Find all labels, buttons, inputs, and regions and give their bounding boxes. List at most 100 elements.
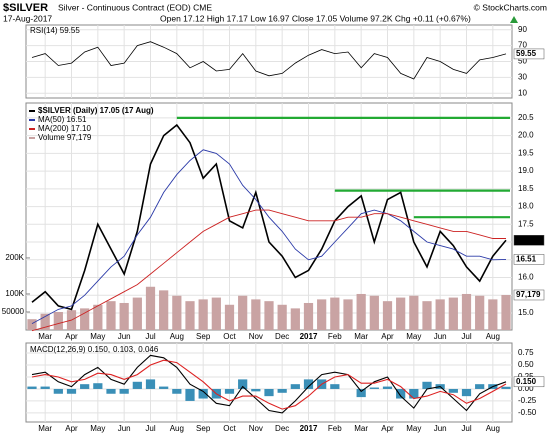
- macd-histogram-bar: [238, 379, 248, 389]
- volume-bar: [277, 304, 287, 330]
- volume-bar: [461, 293, 472, 330]
- x-tick-label: Apr: [65, 332, 78, 341]
- volume-bar: [40, 313, 50, 330]
- x-tick-label: Nov: [249, 424, 263, 433]
- volume-bar: [251, 299, 261, 330]
- y-tick-label: 19.5: [518, 148, 534, 157]
- y-tick-label: 20.5: [518, 113, 534, 122]
- y-tick-label: 18.0: [518, 202, 534, 211]
- volume-bar: [290, 308, 300, 330]
- y-tick-label: 16.0: [518, 273, 534, 282]
- macd-histogram-bar: [93, 383, 103, 389]
- macd-histogram-bar: [185, 388, 195, 401]
- volume-bar: [303, 302, 314, 330]
- volume-bar: [317, 299, 327, 330]
- volume-bar: [356, 293, 366, 330]
- macd-histogram-bar: [132, 381, 142, 389]
- title: $SILVER: [3, 2, 48, 14]
- volume-bar: [264, 301, 274, 330]
- source: © StockCharts.com: [474, 2, 547, 12]
- x-tick-label: Jul: [145, 332, 155, 341]
- volume-bar: [172, 295, 182, 330]
- volume-bar: [211, 297, 221, 330]
- macd-histogram-bar: [369, 387, 379, 389]
- volume-bar: [422, 301, 432, 330]
- macd-histogram-bar: [40, 386, 50, 389]
- x-tick-label: Mar: [354, 332, 368, 341]
- y-tick-label: 18.5: [518, 184, 534, 193]
- volume-bar: [132, 297, 142, 330]
- date: 17-Aug-2017: [3, 13, 52, 23]
- x-tick-label: Apr: [381, 424, 394, 433]
- macd-histogram-bar: [290, 384, 300, 389]
- macd-histogram-bar: [303, 379, 314, 389]
- price-line: [31, 123, 507, 311]
- value-box: [513, 254, 545, 265]
- macd-histogram-bar: [356, 388, 366, 398]
- x-tick-label: Mar: [38, 424, 52, 433]
- value-box-label: 0.150: [516, 377, 537, 386]
- x-tick-label: Apr: [381, 332, 394, 341]
- x-tick-label: Feb: [328, 332, 342, 341]
- x-tick-label: Aug: [486, 424, 500, 433]
- macd-histogram-bar: [106, 388, 116, 394]
- up-arrow: [510, 16, 518, 23]
- y-tick-label: 15.0: [518, 308, 534, 317]
- x-tick-label: May: [406, 332, 421, 341]
- x-tick-label: 2017: [300, 424, 318, 433]
- volume-bar: [475, 295, 485, 330]
- value-box-label: 17.05: [516, 235, 537, 244]
- y-tick-label: 30: [518, 72, 527, 81]
- macd-histogram-bar: [396, 388, 406, 399]
- volume-bar: [382, 301, 393, 330]
- y-tick-label: 20.0: [518, 131, 534, 140]
- x-tick-label: Dec: [275, 332, 289, 341]
- y-tick-label: 0.00: [518, 384, 534, 393]
- volume-bar: [409, 295, 419, 330]
- macd-histogram-bar: [501, 386, 511, 389]
- volume-bar: [198, 299, 208, 330]
- x-tick-label: May: [90, 332, 105, 341]
- macd-panel: [25, 342, 513, 423]
- rsi-line: [31, 41, 507, 80]
- ma-line: [31, 149, 507, 324]
- volume-bar: [185, 301, 195, 330]
- x-tick-label: Mar: [354, 424, 368, 433]
- x-tick-label: Dec: [275, 424, 289, 433]
- x-tick-label: Sep: [196, 332, 211, 341]
- x-tick-label: Jul: [461, 424, 471, 433]
- x-tick-label: Oct: [223, 332, 236, 341]
- macd-histogram-bar: [277, 388, 287, 393]
- volume-bar: [343, 299, 353, 330]
- x-tick-label: Sep: [196, 424, 211, 433]
- macd-histogram-bar: [53, 388, 63, 394]
- subtitle: Silver - Continuous Contract (EOD) CME: [58, 2, 212, 12]
- volume-bar: [396, 297, 406, 330]
- y-tick-label: 17.5: [518, 219, 534, 228]
- volume-bar: [53, 311, 63, 330]
- volume-bar: [369, 295, 379, 330]
- volume-bar: [435, 299, 445, 330]
- x-tick-label: Jun: [434, 424, 447, 433]
- legend-swatch: [29, 110, 35, 112]
- macd-histogram-bar: [448, 388, 458, 393]
- volume-bar: [93, 304, 103, 330]
- y-tick-label: 10: [518, 88, 527, 97]
- x-tick-label: Aug: [170, 424, 184, 433]
- x-tick-label: May: [90, 424, 105, 433]
- volume-bar: [488, 299, 498, 330]
- legend-label: MA(200) 17.10: [38, 124, 91, 133]
- legend-label: MA(50) 16.51: [38, 115, 87, 124]
- y-tick-label: -0.25: [518, 396, 537, 405]
- macd-histogram-bar: [264, 388, 274, 397]
- value-box: [513, 235, 545, 246]
- legend-swatch: [29, 128, 35, 130]
- y-tick-label: 0.75: [518, 348, 534, 357]
- macd-histogram-bar: [224, 388, 235, 394]
- macd-histogram-bar: [66, 388, 77, 394]
- macd-histogram-bar: [145, 379, 156, 389]
- x-tick-label: Aug: [486, 332, 500, 341]
- volume-bar: [145, 286, 156, 330]
- value-box-label: 97,179: [516, 290, 541, 299]
